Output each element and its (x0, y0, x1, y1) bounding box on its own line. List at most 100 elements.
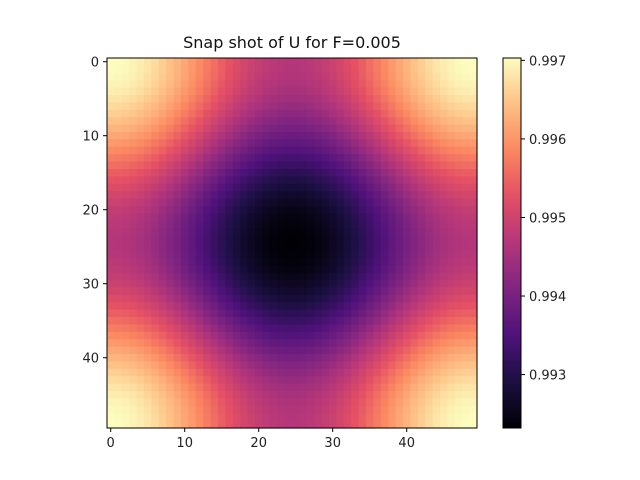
heatmap-cell (114, 72, 123, 81)
heatmap-cell (247, 146, 256, 155)
heatmap-cell (329, 206, 337, 214)
heatmap-cell (440, 324, 448, 333)
heatmap-cell (129, 331, 138, 340)
heatmap-cell (299, 220, 308, 229)
heatmap-cell (158, 58, 167, 66)
heatmap-cell (314, 139, 323, 148)
heatmap-cell (388, 287, 397, 296)
heatmap-cell (121, 265, 130, 274)
heatmap-cell (151, 176, 160, 185)
heatmap-cell (432, 331, 441, 340)
heatmap-cell (403, 95, 411, 103)
heatmap-cell (432, 354, 441, 362)
heatmap-cell (410, 183, 419, 192)
heatmap-cell (210, 413, 219, 422)
heatmap-cell (395, 183, 404, 192)
heatmap-cell (447, 176, 456, 185)
heatmap-cell (462, 413, 471, 422)
heatmap-cell (388, 405, 397, 414)
heatmap-cell (144, 183, 152, 192)
heatmap-cell (462, 272, 471, 281)
heatmap-cell (262, 272, 271, 281)
heatmap-cell (218, 228, 226, 237)
heatmap-cell (292, 280, 300, 288)
heatmap-cell (181, 117, 189, 126)
heatmap-cell (262, 95, 271, 103)
heatmap-cell (403, 309, 411, 318)
heatmap-cell (292, 80, 300, 89)
heatmap-cell (299, 383, 308, 392)
heatmap-cell (440, 331, 448, 340)
heatmap-cell (292, 376, 300, 385)
heatmap-cell (218, 109, 226, 118)
heatmap-cell (144, 257, 152, 266)
heatmap-cell (395, 265, 404, 274)
heatmap-cell (440, 95, 448, 103)
heatmap-cell (240, 354, 249, 362)
heatmap-cell (358, 176, 367, 185)
heatmap-cell (454, 346, 463, 355)
heatmap-cell (469, 198, 478, 207)
heatmap-cell (314, 302, 323, 311)
heatmap-cell (462, 331, 471, 340)
heatmap-cell (277, 398, 286, 407)
heatmap-cell (203, 405, 212, 414)
heatmap-cell (410, 331, 419, 340)
heatmap-cell (336, 58, 345, 66)
heatmap-cell (173, 339, 182, 348)
heatmap-cell (210, 361, 219, 370)
heatmap-cell (136, 213, 145, 222)
heatmap-cell (366, 80, 374, 89)
heatmap-cell (284, 117, 293, 126)
heatmap-cell (336, 169, 345, 177)
heatmap-cell (277, 183, 286, 192)
heatmap-cell (255, 146, 263, 155)
heatmap-cell (240, 72, 249, 81)
heatmap-cell (151, 391, 160, 399)
heatmap-cell (181, 176, 189, 185)
heatmap-cell (107, 294, 115, 303)
heatmap-cell (203, 257, 212, 266)
heatmap-cell (351, 287, 360, 296)
heatmap-cell (269, 183, 278, 192)
heatmap-cell (144, 346, 152, 355)
heatmap-cell (447, 272, 456, 281)
heatmap-cell (151, 72, 160, 81)
heatmap-cell (144, 124, 152, 133)
heatmap-cell (269, 198, 278, 207)
heatmap-cell (269, 139, 278, 148)
heatmap-cell (144, 354, 152, 362)
heatmap-cell (262, 354, 271, 362)
heatmap-cell (440, 265, 448, 274)
heatmap-cell (314, 280, 323, 288)
heatmap-cell (144, 58, 152, 66)
heatmap-cell (321, 354, 330, 362)
heatmap-cell (151, 58, 160, 66)
heatmap-cell (299, 58, 308, 66)
heatmap-cell (107, 368, 115, 377)
heatmap-cell (151, 272, 160, 281)
heatmap-cell (151, 250, 160, 259)
heatmap-cell (292, 146, 300, 155)
heatmap-cell (425, 250, 434, 259)
heatmap-cell (269, 250, 278, 259)
heatmap-cell (447, 250, 456, 259)
heatmap-cell (195, 294, 204, 303)
heatmap-cell (225, 213, 234, 222)
heatmap-cell (329, 331, 337, 340)
heatmap-cell (432, 102, 441, 111)
heatmap-cell (225, 169, 234, 177)
heatmap-cell (410, 354, 419, 362)
heatmap-cell (225, 102, 234, 111)
heatmap-cell (262, 361, 271, 370)
heatmap-cell (188, 361, 197, 370)
heatmap-cell (232, 413, 241, 422)
heatmap-cell (447, 309, 456, 318)
heatmap-cell (447, 287, 456, 296)
heatmap-cell (329, 413, 337, 422)
heatmap-cell (218, 58, 226, 66)
heatmap-cell (388, 169, 397, 177)
heatmap-cell (144, 265, 152, 274)
heatmap-cell (195, 132, 204, 140)
heatmap-cell (232, 250, 241, 259)
